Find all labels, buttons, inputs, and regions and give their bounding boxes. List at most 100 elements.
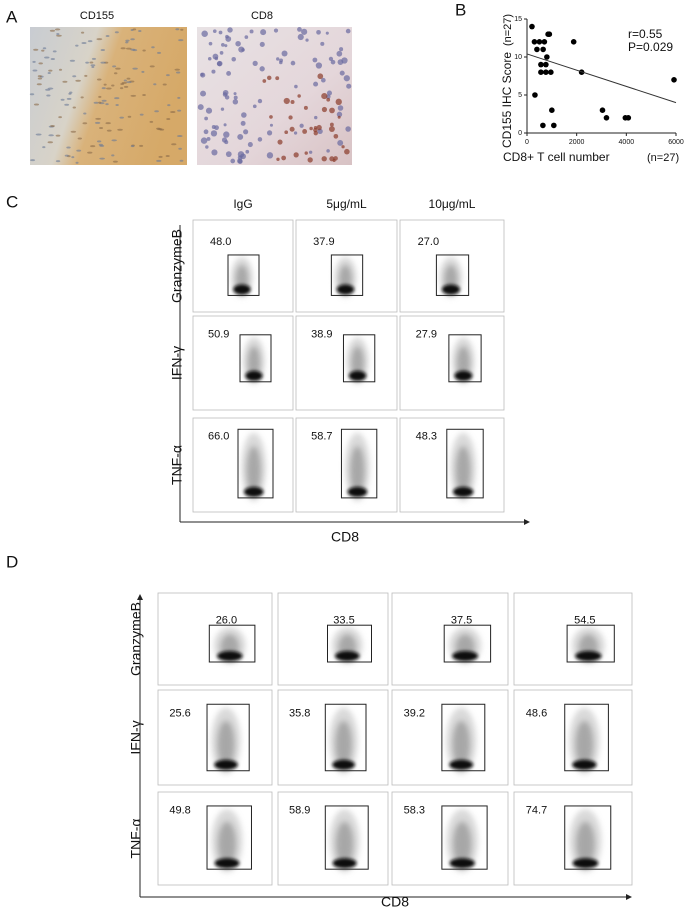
- nucleus: [32, 60, 36, 63]
- dense: [449, 759, 474, 770]
- cell: [266, 130, 273, 136]
- nucleus: [171, 143, 177, 146]
- nucleus: [87, 151, 93, 154]
- x-tick-label: 2000: [569, 139, 585, 146]
- cell: [307, 157, 313, 163]
- cell: [197, 104, 204, 111]
- cell: [275, 76, 280, 81]
- cell: [325, 31, 329, 35]
- nucleus: [87, 40, 93, 43]
- nucleus: [175, 71, 181, 74]
- point: [536, 39, 543, 45]
- nucleus: [180, 28, 184, 31]
- x-axis-title: CD8: [331, 529, 359, 545]
- cell: [220, 107, 225, 111]
- gate-value: 38.9: [311, 329, 332, 341]
- nucleus: [132, 28, 137, 31]
- dense: [336, 284, 355, 295]
- cell: [309, 126, 313, 131]
- cell: [219, 51, 224, 55]
- cell: [225, 36, 232, 42]
- nucleus: [99, 157, 105, 160]
- cell: [329, 107, 335, 114]
- panel-label: B: [455, 0, 466, 19]
- nucleus: [69, 59, 76, 62]
- cell: [304, 151, 308, 155]
- point: [540, 122, 546, 129]
- cell: [329, 156, 335, 162]
- nucleus: [44, 56, 50, 59]
- column-label: 5μg/mL: [326, 197, 367, 211]
- nucleus: [91, 57, 97, 60]
- cell: [283, 97, 290, 105]
- cell: [321, 92, 328, 100]
- nucleus: [112, 160, 118, 163]
- cell: [336, 50, 343, 57]
- nucleus: [64, 154, 69, 157]
- cell: [257, 137, 263, 142]
- point: [549, 107, 555, 113]
- gate: [441, 805, 488, 870]
- cell: [212, 29, 217, 33]
- point: [625, 115, 632, 121]
- point: [531, 39, 538, 45]
- gate: [340, 428, 378, 499]
- nucleus: [167, 104, 171, 107]
- cell: [244, 35, 249, 39]
- cloud: [455, 446, 471, 495]
- nucleus: [125, 47, 132, 50]
- nucleus: [153, 83, 157, 86]
- point: [551, 122, 557, 129]
- cell: [314, 115, 318, 120]
- cell: [337, 105, 344, 111]
- dense: [452, 651, 479, 661]
- gate-value: 74.7: [526, 805, 547, 817]
- nucleus: [174, 68, 181, 71]
- cell: [293, 131, 298, 135]
- nucleus: [157, 128, 163, 131]
- cell: [329, 122, 334, 127]
- nucleus: [50, 125, 55, 128]
- nucleus: [96, 78, 102, 81]
- nucleus: [49, 29, 56, 32]
- nucleus: [62, 80, 68, 83]
- nucleus: [106, 129, 112, 132]
- nucleus: [37, 77, 43, 80]
- nucleus: [177, 96, 181, 99]
- gate: [446, 428, 484, 499]
- nucleus: [125, 41, 129, 44]
- nucleus: [111, 84, 115, 87]
- gate-value: 27.9: [416, 329, 437, 341]
- nucleus: [125, 39, 130, 42]
- cell: [339, 47, 344, 52]
- cell: [259, 41, 265, 47]
- cell: [305, 38, 309, 42]
- gate: [324, 805, 369, 870]
- gate: [227, 254, 260, 296]
- cell: [241, 112, 247, 118]
- arrow-head: [137, 594, 143, 600]
- plot-frame: [399, 315, 505, 411]
- cell: [320, 41, 325, 46]
- panel-label: A: [6, 7, 18, 26]
- point: [671, 77, 677, 83]
- nucleus: [166, 74, 170, 77]
- cell: [211, 149, 218, 156]
- panel-label: D: [6, 552, 18, 571]
- nucleus: [58, 116, 62, 119]
- cell: [237, 151, 245, 158]
- nucleus: [119, 116, 124, 119]
- gate-value: 66.0: [208, 431, 229, 443]
- nucleus: [82, 122, 88, 125]
- gate-value: 26.0: [216, 615, 237, 627]
- y-tick-label: 15: [514, 16, 522, 23]
- cell: [293, 152, 299, 158]
- cell: [326, 90, 332, 96]
- nucleus: [100, 61, 106, 64]
- nucleus: [154, 110, 159, 113]
- nucleus: [42, 47, 47, 50]
- gate-value: 27.0: [418, 236, 439, 248]
- nucleus: [114, 97, 120, 100]
- point: [544, 54, 550, 60]
- dense: [572, 858, 599, 869]
